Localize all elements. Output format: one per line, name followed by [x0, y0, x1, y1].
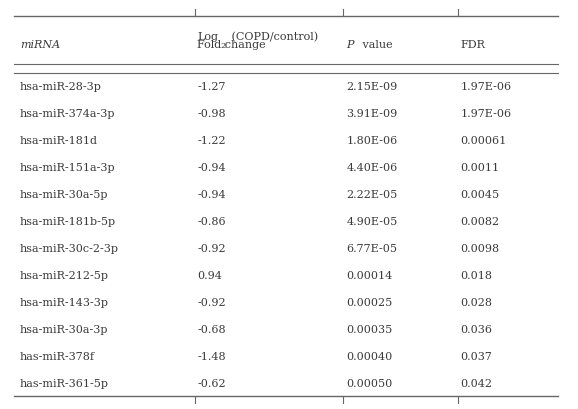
Text: 0.00040: 0.00040 — [346, 351, 392, 361]
Text: -1.22: -1.22 — [198, 136, 226, 146]
Text: -0.94: -0.94 — [198, 162, 226, 173]
Text: FDR: FDR — [461, 40, 486, 50]
Text: 0.0045: 0.0045 — [461, 189, 500, 200]
Text: Log: Log — [198, 32, 218, 42]
Text: 0.00014: 0.00014 — [346, 270, 392, 280]
Text: (COPD/control): (COPD/control) — [228, 32, 318, 42]
Text: -1.48: -1.48 — [198, 351, 226, 361]
Text: value: value — [359, 40, 392, 50]
Text: -0.98: -0.98 — [198, 109, 226, 119]
Text: 0.00061: 0.00061 — [461, 136, 507, 146]
Text: hsa-miR-181d: hsa-miR-181d — [20, 136, 98, 146]
Text: 2.15E-09: 2.15E-09 — [346, 82, 398, 92]
Text: has-miR-361-5p: has-miR-361-5p — [20, 378, 109, 388]
Text: hsa-miR-151a-3p: hsa-miR-151a-3p — [20, 162, 116, 173]
Text: -1.27: -1.27 — [198, 82, 226, 92]
Text: 0.018: 0.018 — [461, 270, 492, 280]
Text: 0.94: 0.94 — [198, 270, 223, 280]
Text: 0.0011: 0.0011 — [461, 162, 500, 173]
Text: 2: 2 — [220, 42, 225, 50]
Text: hsa-miR-212-5p: hsa-miR-212-5p — [20, 270, 109, 280]
Text: 0.0098: 0.0098 — [461, 243, 500, 253]
Text: 1.80E-06: 1.80E-06 — [346, 136, 398, 146]
Text: 0.0082: 0.0082 — [461, 216, 500, 226]
Text: 0.00035: 0.00035 — [346, 324, 392, 334]
Text: 4.90E-05: 4.90E-05 — [346, 216, 398, 226]
Text: -0.68: -0.68 — [198, 324, 226, 334]
Text: hsa-miR-30c-2-3p: hsa-miR-30c-2-3p — [20, 243, 119, 253]
Text: 0.00025: 0.00025 — [346, 297, 392, 307]
Text: miRNA: miRNA — [20, 40, 60, 50]
Text: 6.77E-05: 6.77E-05 — [346, 243, 397, 253]
Text: 0.00050: 0.00050 — [346, 378, 392, 388]
Text: Fold change: Fold change — [198, 40, 266, 50]
Text: hsa-miR-30a-5p: hsa-miR-30a-5p — [20, 189, 109, 200]
Text: hsa-miR-374a-3p: hsa-miR-374a-3p — [20, 109, 116, 119]
Text: hsa-miR-181b-5p: hsa-miR-181b-5p — [20, 216, 116, 226]
Text: -0.92: -0.92 — [198, 243, 226, 253]
Text: hsa-miR-30a-3p: hsa-miR-30a-3p — [20, 324, 109, 334]
Text: -0.92: -0.92 — [198, 297, 226, 307]
Text: has-miR-378f: has-miR-378f — [20, 351, 95, 361]
Text: 4.40E-06: 4.40E-06 — [346, 162, 398, 173]
Text: hsa-miR-28-3p: hsa-miR-28-3p — [20, 82, 102, 92]
Text: -0.94: -0.94 — [198, 189, 226, 200]
Text: 1.97E-06: 1.97E-06 — [461, 109, 512, 119]
Text: 0.028: 0.028 — [461, 297, 492, 307]
Text: -0.86: -0.86 — [198, 216, 226, 226]
Text: P: P — [346, 40, 354, 50]
Text: 0.042: 0.042 — [461, 378, 492, 388]
Text: 0.037: 0.037 — [461, 351, 492, 361]
Text: 3.91E-09: 3.91E-09 — [346, 109, 398, 119]
Text: -0.62: -0.62 — [198, 378, 226, 388]
Text: hsa-miR-143-3p: hsa-miR-143-3p — [20, 297, 109, 307]
Text: 0.036: 0.036 — [461, 324, 492, 334]
Text: 2.22E-05: 2.22E-05 — [346, 189, 398, 200]
Text: 1.97E-06: 1.97E-06 — [461, 82, 512, 92]
